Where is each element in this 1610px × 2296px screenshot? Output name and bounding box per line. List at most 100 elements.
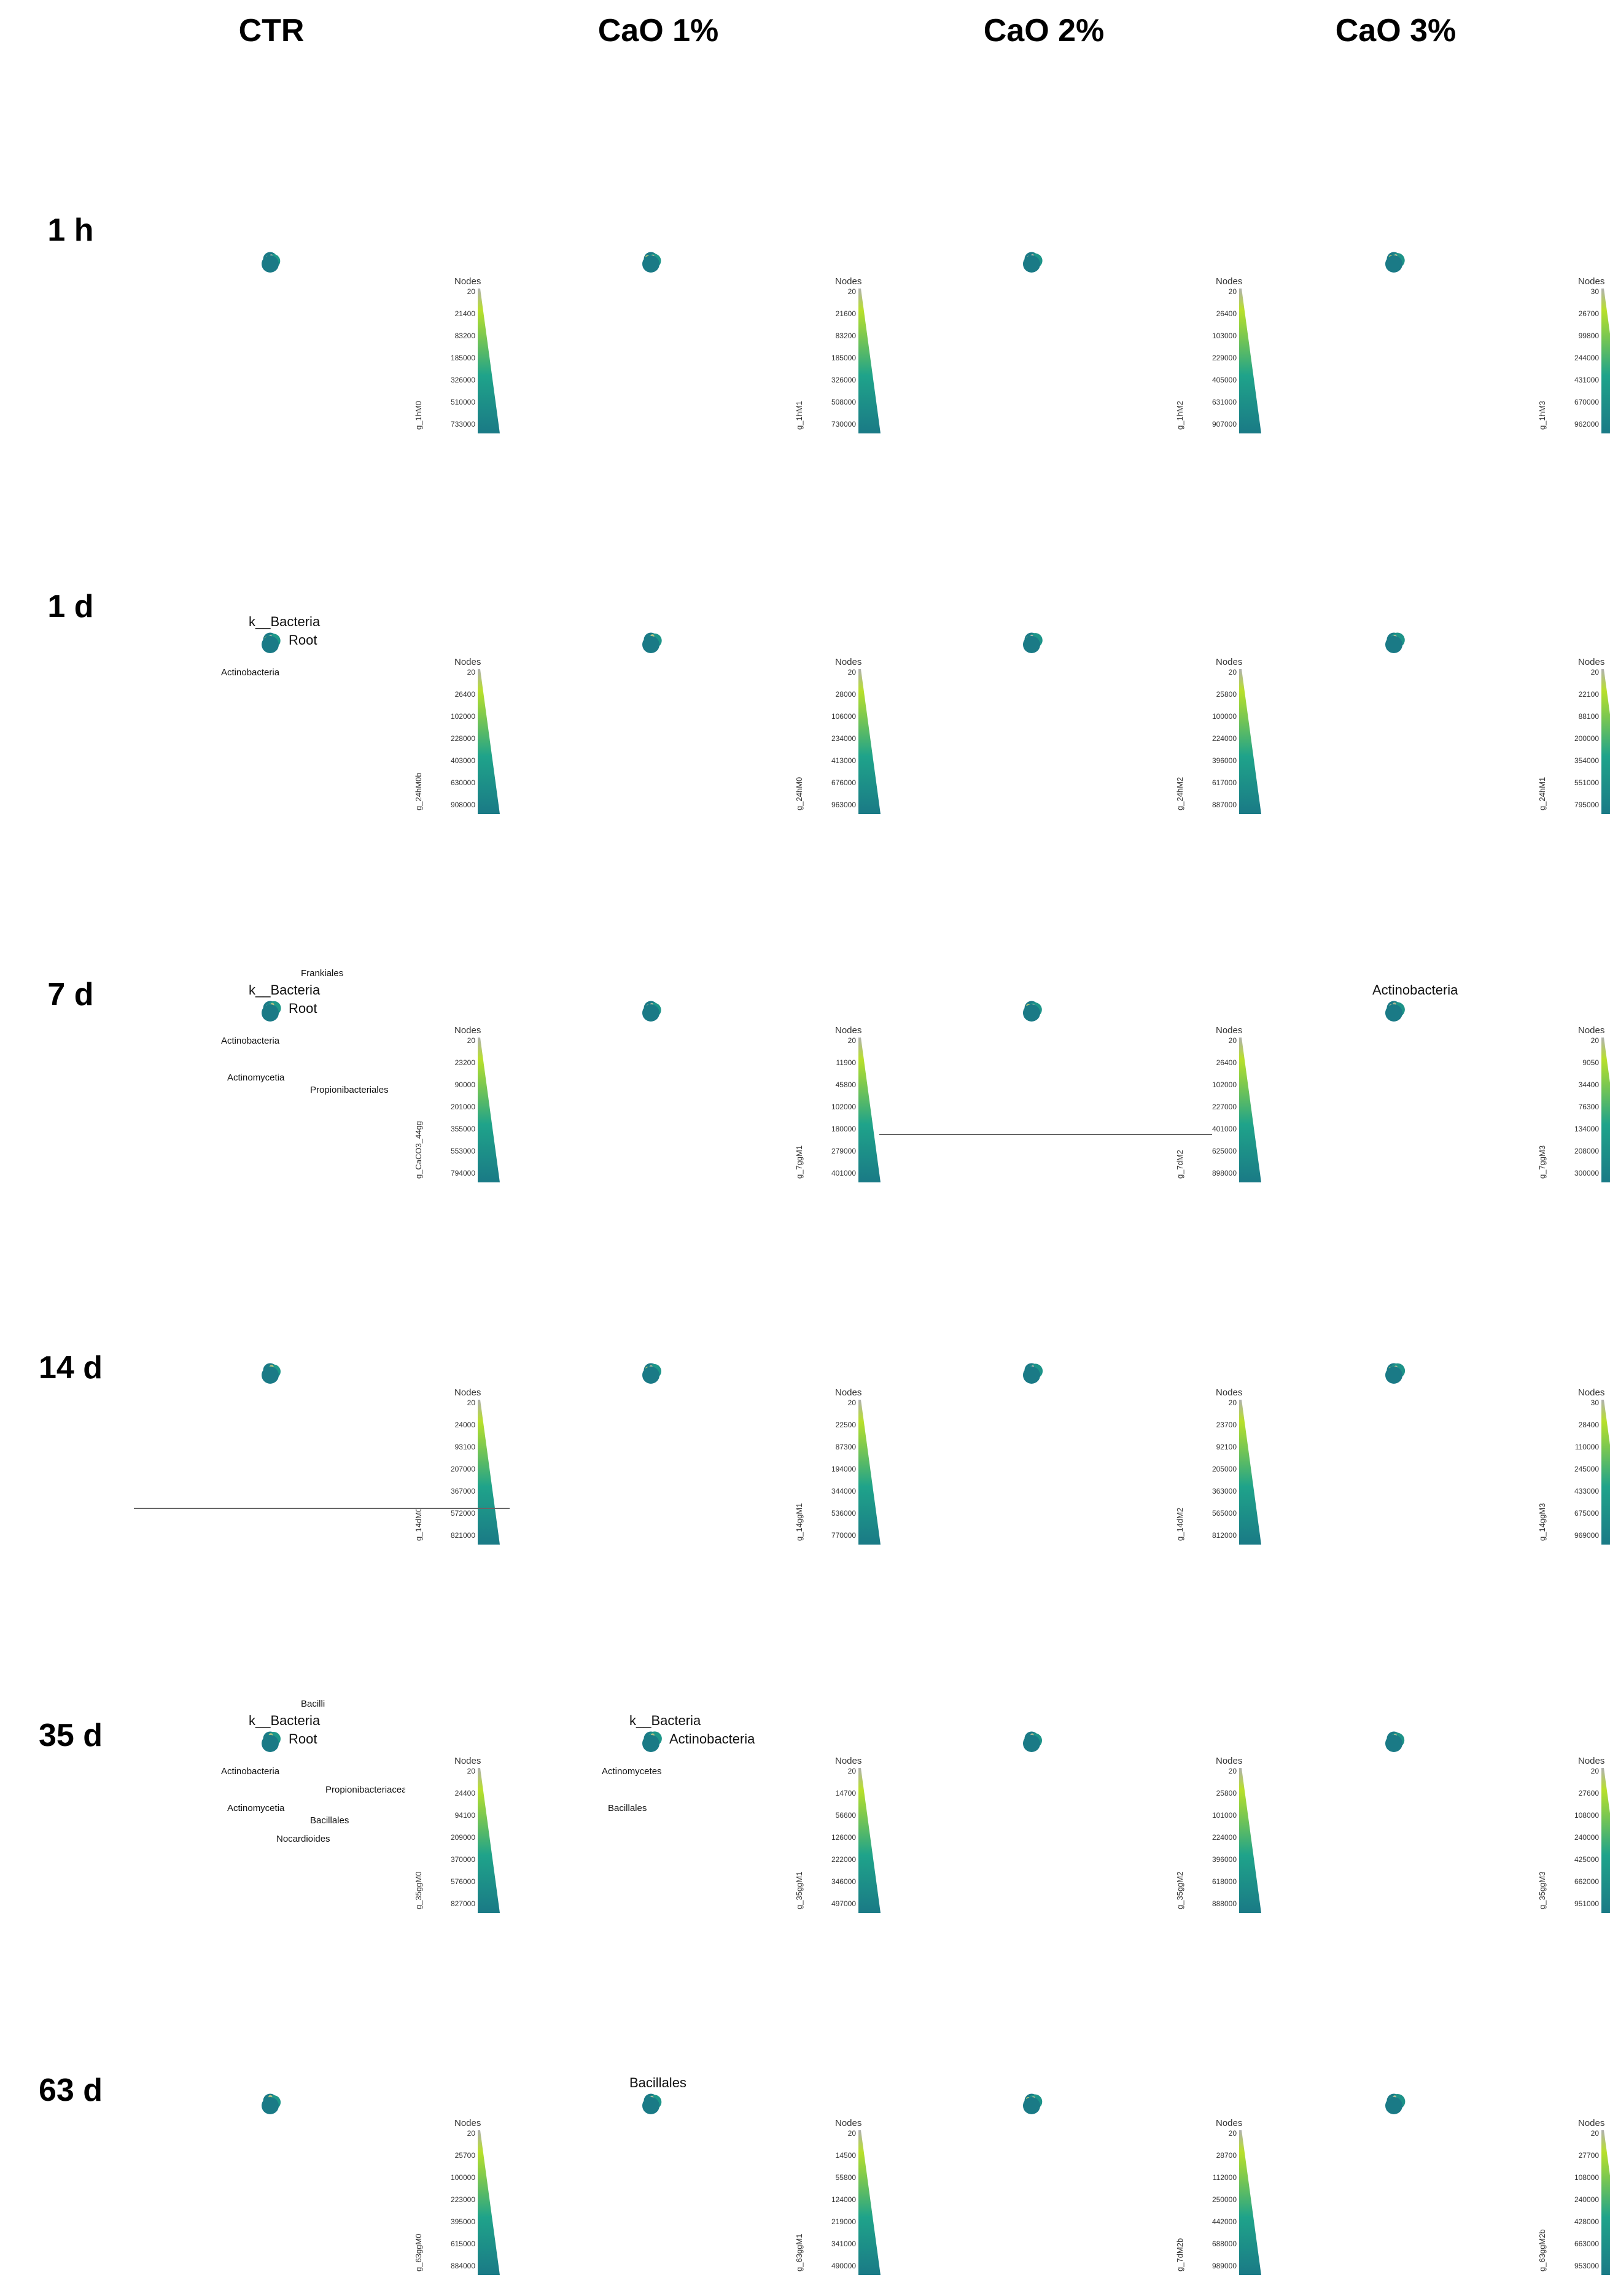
tree-diagram-icon <box>884 1222 1167 1541</box>
legend-tick: 396000 <box>1194 1855 1237 1864</box>
row-header-7d: 7 d <box>18 976 123 1013</box>
legend-title: Nodes <box>835 276 861 287</box>
taxon-label: Root <box>289 1731 317 1747</box>
row-header-1d: 1 d <box>18 588 123 625</box>
legend-title: Nodes <box>1216 1756 1242 1766</box>
legend-axis-label: g_1hM1 <box>795 338 804 430</box>
tree-diagram-icon: k__BacteriaActinobacteriaActinomycetesBa… <box>504 1590 786 1909</box>
panel-divider-7d-cao2 <box>879 1134 1212 1135</box>
legend-title: Nodes <box>1578 1756 1604 1766</box>
legend-tick: 26400 <box>432 690 475 699</box>
tree-diagram-icon: k__BacteriaRootActinobacteriaActinomycet… <box>123 859 405 1179</box>
legend-tick: 326000 <box>813 376 856 384</box>
legend-tick: 224000 <box>1194 1833 1237 1842</box>
legend-tick: 20 <box>1194 668 1237 677</box>
legend-tick: 344000 <box>813 1487 856 1495</box>
legend-tick: 631000 <box>1194 398 1237 406</box>
legend-tick: 969000 <box>1556 1531 1599 1540</box>
legend-tick: 30 <box>1556 1398 1599 1407</box>
tree-diagram-icon <box>1246 1952 1529 2271</box>
color-scale-triangle-icon <box>857 1400 882 1545</box>
legend-tick: 795000 <box>1556 801 1599 809</box>
taxon-label: k__Bacteria <box>629 1713 701 1728</box>
legend-axis-label: g_14ggM1 <box>795 1449 804 1541</box>
color-scale-triangle-icon <box>1600 289 1610 433</box>
legend-tick: 884000 <box>432 2262 475 2270</box>
legend-tick: 403000 <box>432 756 475 765</box>
legend-tick: 102000 <box>813 1103 856 1111</box>
root-node <box>262 2097 279 2114</box>
legend-tick: 26700 <box>1556 309 1599 318</box>
tree-diagram-icon <box>504 1222 786 1541</box>
legend-tick: 92100 <box>1194 1443 1237 1451</box>
legend-tick: 20 <box>1194 1767 1237 1775</box>
legend-tick: 20 <box>432 1398 475 1407</box>
legend-axis-label: g_63ggM2b <box>1538 2179 1547 2271</box>
legend-tick: 630000 <box>432 778 475 787</box>
legend-tick: 23700 <box>1194 1421 1237 1429</box>
legend-tick: 222000 <box>813 1855 856 1864</box>
root-node <box>1385 255 1402 273</box>
legend-tick: 770000 <box>813 1531 856 1540</box>
legend-tick: 11900 <box>813 1058 856 1067</box>
legend-tick: 20 <box>813 668 856 677</box>
legend-title: Nodes <box>1216 1387 1242 1398</box>
legend-tick: 401000 <box>813 1169 856 1177</box>
legend-axis-label: g_7dM2b <box>1175 2179 1184 2271</box>
legend-tick: 229000 <box>1194 354 1237 362</box>
legend-axis-label: g_35ggM3 <box>1538 1817 1547 1909</box>
legend-tick: 953000 <box>1556 2262 1599 2270</box>
root-node <box>642 1004 659 1022</box>
legend-tick: 962000 <box>1556 420 1599 429</box>
legend-tick: 675000 <box>1556 1509 1599 1518</box>
legend-tick: 126000 <box>813 1833 856 1842</box>
tree-diagram-icon <box>1246 111 1529 430</box>
tree-diagram-icon <box>884 491 1167 810</box>
legend-tick: 108000 <box>1556 2173 1599 2182</box>
legend-tick: 405000 <box>1194 376 1237 384</box>
legend-tick: 688000 <box>1194 2240 1237 2248</box>
legend-tick: 662000 <box>1556 1877 1599 1886</box>
color-scale-triangle-icon <box>857 2130 882 2275</box>
legend-tick: 676000 <box>813 778 856 787</box>
legend-axis-label: g_1hM0 <box>414 338 423 430</box>
legend-tick: 615000 <box>432 2240 475 2248</box>
legend-tick: 565000 <box>1194 1509 1237 1518</box>
legend-tick: 25800 <box>1194 1789 1237 1798</box>
legend-tick: 821000 <box>432 1531 475 1540</box>
legend-tick: 20 <box>432 2129 475 2138</box>
legend-title: Nodes <box>454 1387 481 1398</box>
legend-tick: 185000 <box>813 354 856 362</box>
legend-tick: 34400 <box>1556 1080 1599 1089</box>
legend-title: Nodes <box>835 1387 861 1398</box>
root-node <box>1023 1735 1040 1752</box>
legend-tick: 20 <box>1194 1398 1237 1407</box>
legend-tick: 618000 <box>1194 1877 1237 1886</box>
legend-tick: 83200 <box>432 332 475 340</box>
root-node <box>1385 1735 1402 1752</box>
legend-tick: 14700 <box>813 1789 856 1798</box>
legend-tick: 134000 <box>1556 1125 1599 1133</box>
legend-tick: 367000 <box>432 1487 475 1495</box>
root-node <box>1023 1004 1040 1022</box>
legend-tick: 25700 <box>432 2151 475 2160</box>
color-scale-triangle-icon <box>1600 1768 1610 1913</box>
legend-title: Nodes <box>1216 2118 1242 2128</box>
root-node <box>1385 1367 1402 1384</box>
legend-axis-label: g_1hM3 <box>1538 338 1547 430</box>
column-header-cao-3: CaO 3% <box>1273 12 1519 49</box>
legend-tick: 401000 <box>1194 1125 1237 1133</box>
legend-tick: 55800 <box>813 2173 856 2182</box>
legend-tick: 234000 <box>813 734 856 743</box>
legend-tick: 279000 <box>813 1147 856 1155</box>
legend-tick: 490000 <box>813 2262 856 2270</box>
color-scale-triangle-icon <box>476 669 501 814</box>
tree-diagram-icon <box>123 111 405 430</box>
root-node <box>1385 2097 1402 2114</box>
